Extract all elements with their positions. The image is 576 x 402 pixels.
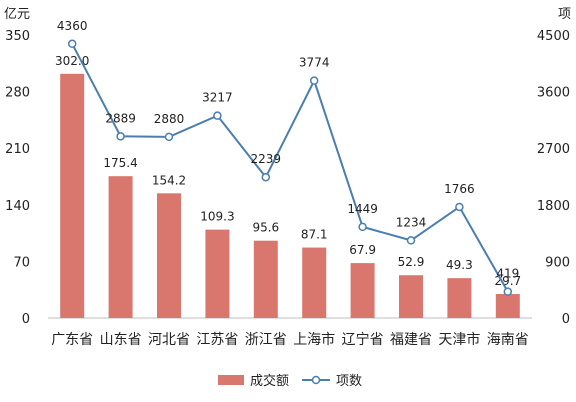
line-data-label: 2889 [105, 111, 136, 125]
left-tick-label: 70 [13, 255, 30, 270]
legend-line-marker [311, 375, 321, 385]
line-data-label: 3774 [299, 56, 330, 70]
bar-data-label: 95.6 [252, 221, 279, 235]
left-axis-unit: 亿元 [4, 7, 30, 22]
line-data-label: 4360 [57, 19, 88, 33]
line-point [116, 132, 125, 141]
bar-data-label: 49.3 [446, 258, 473, 272]
category-label: 广东省 [51, 332, 93, 348]
category-label: 天津市 [438, 331, 480, 348]
line-point [455, 202, 464, 212]
bar [399, 275, 423, 318]
line-points [67, 39, 513, 296]
legend-bar-label: 成交额 [250, 373, 289, 389]
line-data-label: 1449 [347, 202, 378, 216]
bar [205, 229, 230, 318]
legend-line-label: 项数 [336, 374, 362, 389]
category-labels: 广东省 山东省 河北省 江苏省 浙江省 上海市 辽宁省 福建省 天津市 海南省 [51, 331, 529, 348]
bar-data-label: 302.0 [55, 54, 89, 68]
left-tick-label: 140 [5, 199, 30, 214]
category-label: 山东省 [100, 332, 142, 348]
line-data-label: 1766 [444, 182, 475, 196]
bar [157, 193, 181, 318]
bar-labels: 302.0 175.4 154.2 109.3 95.6 87.1 67.9 52.9 49.3… [55, 54, 521, 288]
bar [108, 176, 133, 318]
line-point [213, 111, 222, 120]
category-label: 海南省 [487, 332, 529, 348]
left-tick-label: 210 [5, 142, 30, 157]
line-point [503, 287, 513, 296]
bar-data-label: 67.9 [349, 243, 376, 257]
line-data-label: 1234 [396, 215, 427, 229]
line-point [358, 222, 367, 232]
line-data-label: 2880 [154, 112, 185, 126]
bar [253, 240, 278, 318]
bar [495, 293, 520, 318]
bar-series [60, 73, 520, 318]
right-axis-unit: 项 [558, 7, 571, 22]
category-label: 江苏省 [196, 332, 238, 348]
right-tick-label: 0 [562, 312, 570, 327]
bar-data-label: 52.9 [398, 255, 425, 269]
bar [350, 263, 375, 318]
line-series [71, 43, 509, 293]
category-label: 浙江省 [245, 332, 287, 348]
line-data-label: 419 [496, 267, 519, 281]
category-label: 河北省 [148, 332, 190, 348]
left-tick-label: 350 [5, 29, 30, 44]
line-point [261, 172, 271, 182]
right-axis-ticks: 0 900 1800 2700 3600 4500 [537, 29, 570, 327]
right-tick-label: 1800 [537, 199, 570, 214]
left-tick-label: 280 [5, 86, 30, 101]
line-point [67, 39, 77, 49]
category-label: 福建省 [390, 332, 432, 348]
bar [60, 73, 85, 318]
line-data-label: 3217 [202, 91, 233, 105]
bar [447, 278, 472, 318]
line-labels: 4360 2889 2880 3217 2239 3774 1449 1234 1766 419 [57, 19, 519, 281]
bar-data-label: 175.4 [103, 156, 137, 170]
right-tick-label: 3600 [537, 86, 570, 101]
category-label: 辽宁省 [342, 331, 384, 348]
bar-data-label: 29.7 [494, 274, 521, 288]
line-point [164, 132, 174, 142]
left-axis-ticks: 0 70 140 210 280 350 [5, 29, 30, 327]
bar-data-label: 154.2 [152, 173, 186, 187]
bar-data-label: 109.3 [200, 210, 234, 224]
right-tick-label: 900 [545, 255, 570, 270]
line-point [406, 236, 416, 245]
line-data-label: 2239 [251, 152, 282, 166]
right-tick-label: 2700 [537, 142, 570, 157]
left-tick-label: 0 [22, 312, 30, 327]
line-point [309, 76, 319, 85]
bar [302, 247, 327, 318]
right-tick-label: 4500 [537, 29, 570, 44]
bar-data-label: 87.1 [301, 228, 328, 242]
legend: 成交额 项数 [218, 373, 362, 389]
legend-bar-swatch [218, 375, 244, 385]
category-label: 上海市 [293, 331, 335, 348]
